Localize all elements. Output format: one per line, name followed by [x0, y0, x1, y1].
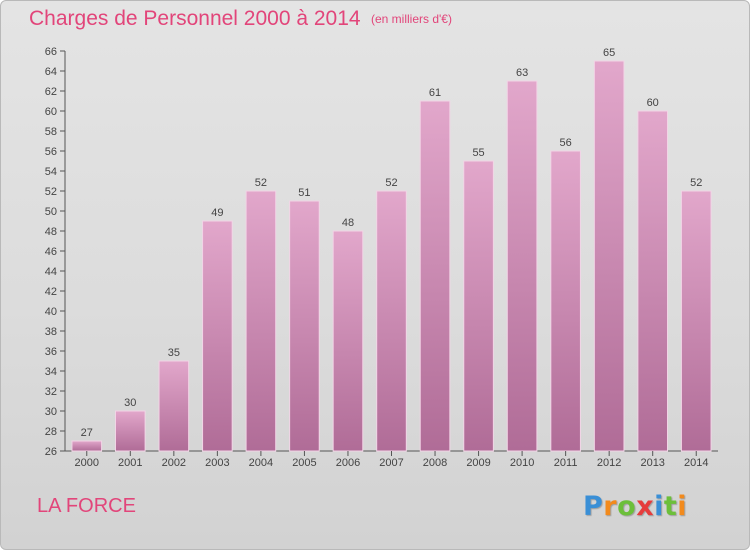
bar-value-label: 30: [124, 397, 136, 409]
bar: [594, 61, 624, 451]
bar-value-label: 52: [255, 177, 267, 189]
y-tick-label: 36: [45, 346, 57, 358]
y-tick-label: 38: [45, 326, 57, 338]
x-tick-label: 2010: [510, 457, 534, 469]
y-tick-label: 62: [45, 86, 57, 98]
bar: [420, 101, 450, 451]
bar-value-label: 60: [647, 97, 659, 109]
bar: [115, 411, 145, 451]
x-tick-label: 2006: [336, 457, 360, 469]
bar-value-label: 65: [603, 47, 615, 59]
logo-letter: r: [603, 491, 617, 522]
bar-value-label: 63: [516, 67, 528, 79]
x-tick-label: 2003: [205, 457, 229, 469]
x-tick-label: 2009: [466, 457, 490, 469]
logo-letter: i: [654, 491, 664, 522]
bar: [551, 151, 581, 451]
x-tick-label: 2008: [423, 457, 447, 469]
y-tick-label: 66: [45, 46, 57, 58]
x-tick-label: 2014: [684, 457, 708, 469]
x-tick-label: 2013: [640, 457, 664, 469]
bar-value-label: 52: [690, 177, 702, 189]
x-tick-label: 2000: [75, 457, 99, 469]
logo-letter: x: [636, 491, 654, 522]
x-tick-label: 2007: [379, 457, 403, 469]
bar: [377, 191, 407, 451]
x-tick-label: 2002: [162, 457, 186, 469]
bar: [159, 361, 189, 451]
y-tick-label: 50: [45, 206, 57, 218]
bar-value-label: 49: [211, 207, 223, 219]
x-tick-label: 2001: [118, 457, 142, 469]
bar: [638, 111, 668, 451]
y-tick-label: 26: [45, 446, 57, 458]
bar: [72, 441, 102, 451]
x-tick-label: 2004: [249, 457, 273, 469]
logo-letter: P: [583, 491, 603, 522]
logo-letter: o: [617, 491, 636, 522]
bar: [246, 191, 276, 451]
bar-value-label: 27: [81, 427, 93, 439]
y-tick-label: 54: [45, 166, 57, 178]
bar: [464, 161, 494, 451]
bar-value-label: 35: [168, 347, 180, 359]
x-tick-label: 2011: [554, 457, 578, 469]
logo-letter: t: [664, 491, 677, 522]
bar: [507, 81, 537, 451]
y-tick-label: 52: [45, 186, 57, 198]
x-tick-label: 2012: [597, 457, 621, 469]
y-tick-label: 32: [45, 386, 57, 398]
y-tick-label: 34: [45, 366, 57, 378]
y-tick-label: 42: [45, 286, 57, 298]
y-tick-label: 60: [45, 106, 57, 118]
bar: [290, 201, 320, 451]
bar: [333, 231, 363, 451]
y-tick-label: 30: [45, 406, 57, 418]
location-label: LA FORCE: [37, 495, 136, 518]
y-tick-label: 40: [45, 306, 57, 318]
bar: [203, 221, 233, 451]
y-tick-label: 56: [45, 146, 57, 158]
bar-value-label: 61: [429, 87, 441, 99]
bar-value-label: 52: [385, 177, 397, 189]
bar-value-label: 48: [342, 217, 354, 229]
y-tick-label: 28: [45, 426, 57, 438]
bar-value-label: 55: [472, 147, 484, 159]
bar-value-label: 56: [560, 137, 572, 149]
y-tick-label: 46: [45, 246, 57, 258]
bar: [681, 191, 711, 451]
x-tick-label: 2005: [292, 457, 316, 469]
y-tick-label: 48: [45, 226, 57, 238]
proxiti-logo: Proxiti: [583, 491, 687, 522]
y-tick-label: 44: [45, 266, 57, 278]
bar-value-label: 51: [298, 187, 310, 199]
y-tick-label: 58: [45, 126, 57, 138]
logo-letter: i: [677, 491, 687, 522]
y-tick-label: 64: [45, 66, 57, 78]
